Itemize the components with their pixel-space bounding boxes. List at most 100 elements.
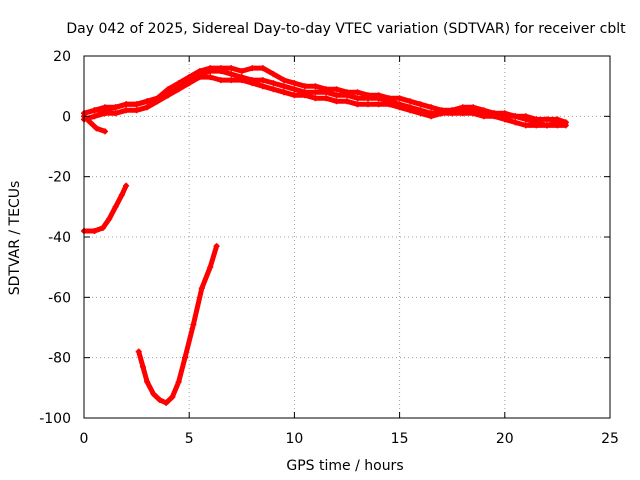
- x-tick-label: 15: [391, 431, 409, 447]
- y-tick-label: -60: [48, 290, 71, 306]
- data-point: [238, 77, 245, 84]
- data-point: [470, 110, 477, 117]
- data-point: [344, 89, 350, 96]
- data-point: [102, 104, 108, 111]
- data-point: [501, 116, 508, 123]
- data-point: [333, 92, 340, 99]
- data-point: [407, 98, 414, 105]
- data-point: [301, 92, 308, 99]
- data-point: [249, 65, 256, 72]
- series-arc-6: [92, 65, 569, 128]
- data-point: [365, 92, 371, 99]
- data-point: [102, 110, 108, 117]
- data-point: [344, 98, 350, 105]
- data-point: [396, 95, 403, 102]
- data-point: [491, 110, 498, 117]
- data-point: [133, 107, 140, 114]
- x-tick-label: 0: [80, 431, 89, 447]
- data-point: [207, 264, 214, 271]
- data-point: [144, 98, 151, 105]
- data-point: [270, 86, 277, 93]
- data-point: [238, 68, 245, 75]
- data-point: [207, 65, 214, 72]
- data-point: [196, 74, 203, 81]
- data-point: [198, 285, 205, 292]
- data-point: [106, 215, 113, 222]
- data-point: [270, 80, 277, 87]
- data-point: [333, 98, 340, 105]
- data-point: [249, 80, 256, 87]
- data-point: [182, 354, 188, 361]
- data-point: [533, 119, 540, 126]
- x-axis-label: GPS time / hours: [286, 458, 403, 474]
- data-point: [175, 80, 182, 87]
- data-point: [93, 125, 100, 132]
- x-tick-label: 25: [601, 431, 619, 447]
- y-tick-label: 20: [53, 49, 71, 65]
- data-point: [396, 104, 403, 111]
- data-point: [213, 243, 220, 250]
- data-point: [512, 113, 519, 120]
- data-point: [323, 95, 329, 102]
- y-tick-label: -100: [39, 411, 71, 427]
- data-point: [333, 86, 340, 93]
- data-point: [386, 101, 393, 108]
- data-point: [354, 101, 361, 108]
- data-point: [135, 348, 142, 355]
- data-point: [144, 104, 151, 111]
- data-point: [259, 65, 266, 72]
- data-point: [459, 104, 466, 111]
- y-tick-label: 0: [62, 109, 71, 125]
- data-point: [354, 95, 361, 102]
- data-point: [417, 101, 424, 108]
- data-point: [312, 83, 319, 90]
- data-point: [123, 107, 130, 114]
- data-point: [112, 104, 119, 111]
- data-point: [91, 107, 98, 114]
- grid: [84, 56, 610, 418]
- data-point: [480, 113, 487, 120]
- data-point: [470, 104, 477, 111]
- data-point: [438, 107, 445, 114]
- data-point: [480, 107, 487, 114]
- data-point: [407, 107, 414, 114]
- data-point: [459, 110, 466, 117]
- data-point: [228, 65, 235, 72]
- data-point: [270, 71, 277, 78]
- data-point: [154, 95, 161, 102]
- data-point: [312, 89, 319, 96]
- data-point: [291, 92, 298, 99]
- data-point: [91, 228, 98, 234]
- chart-title: Day 042 of 2025, Sidereal Day-to-day VTE…: [66, 21, 626, 37]
- data-point: [228, 71, 235, 78]
- data-point: [228, 77, 235, 84]
- data-point: [144, 378, 151, 385]
- x-tick-label: 5: [185, 431, 194, 447]
- data-point: [562, 122, 569, 129]
- y-tick-label: -80: [48, 351, 71, 367]
- data-point: [312, 95, 319, 102]
- data-point: [449, 107, 456, 114]
- data-point: [280, 89, 287, 96]
- data-point: [543, 116, 550, 123]
- data-point: [522, 122, 529, 129]
- data-point: [102, 128, 108, 135]
- data-point: [522, 116, 529, 123]
- data-point: [139, 363, 146, 370]
- data-point: [165, 92, 172, 99]
- data-point: [259, 77, 266, 84]
- data-point: [501, 110, 508, 117]
- data-point: [291, 80, 298, 87]
- data-point: [428, 104, 435, 111]
- y-tick-label: -20: [48, 170, 71, 186]
- data-point: [190, 321, 197, 328]
- data-point: [133, 101, 140, 108]
- data-point: [87, 119, 94, 126]
- data-point: [217, 65, 224, 72]
- data-point: [163, 399, 170, 406]
- data-point: [112, 203, 119, 210]
- data-point: [259, 83, 266, 90]
- data-point: [375, 101, 382, 108]
- x-tick-label: 10: [285, 431, 303, 447]
